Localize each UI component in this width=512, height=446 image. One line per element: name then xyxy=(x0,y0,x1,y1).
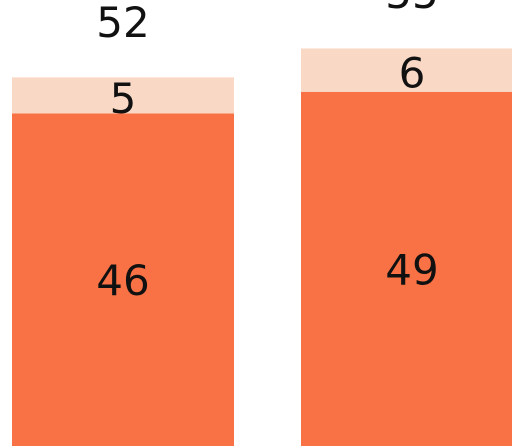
data-label-top-2: 6 xyxy=(399,49,426,98)
data-label-base-1: 46 xyxy=(96,256,149,305)
bar-segment-top-2 xyxy=(301,48,512,92)
total-label-1: 52 xyxy=(96,0,149,47)
data-label-top-1: 5 xyxy=(110,74,137,123)
bar-segment-base-1 xyxy=(12,113,234,446)
bar-segment-top-1 xyxy=(12,77,234,114)
bar-segment-base-2 xyxy=(301,91,512,446)
total-label-2: 55 xyxy=(385,0,438,18)
data-label-base-2: 49 xyxy=(385,245,438,294)
